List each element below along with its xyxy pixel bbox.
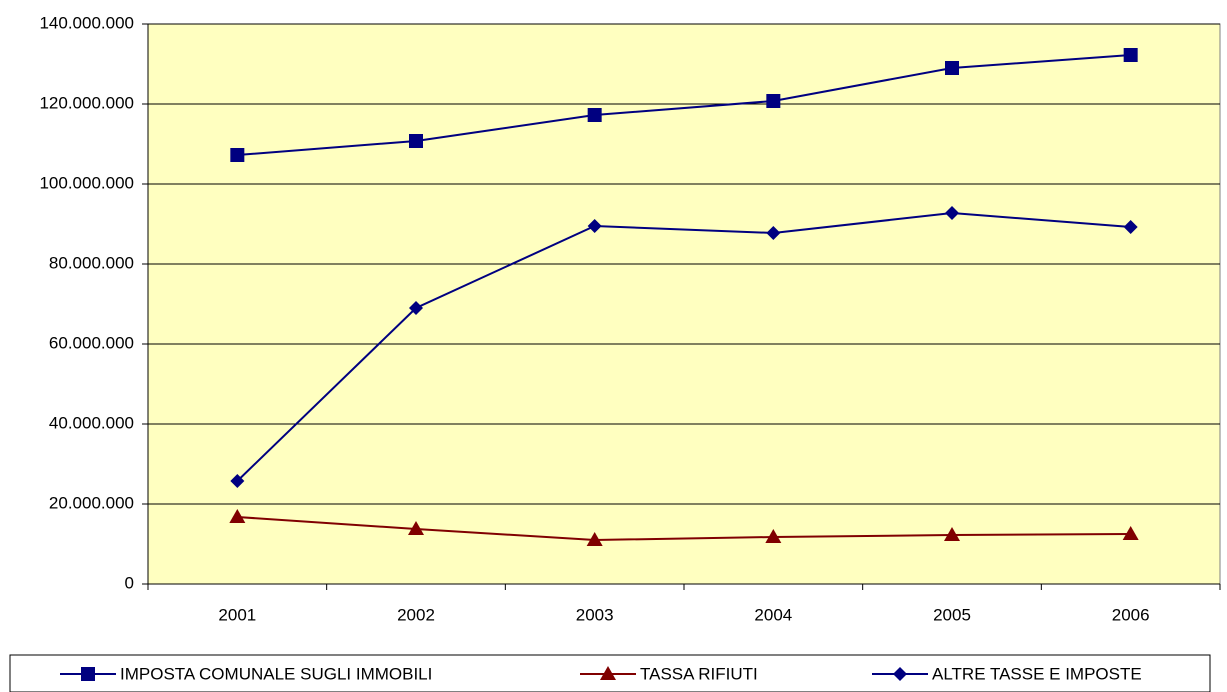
marker (766, 226, 781, 240)
marker (1123, 48, 1138, 62)
legend-label: IMPOSTA COMUNALE SUGLI IMMOBILI (120, 664, 432, 683)
legend-label: ALTRE TASSE E IMPOSTE (932, 664, 1142, 683)
marker (766, 94, 781, 108)
x-tick-label: 2004 (754, 605, 792, 624)
y-tick-label: 140.000.000 (39, 13, 134, 32)
x-tick-label: 2001 (218, 605, 256, 624)
plot-area (147, 23, 1221, 585)
marker (230, 474, 245, 488)
marker (587, 219, 602, 233)
x-tick-label: 2002 (397, 605, 435, 624)
marker (587, 108, 602, 122)
marker (945, 206, 959, 220)
x-tick-label: 2005 (933, 605, 971, 624)
marker (600, 666, 616, 680)
y-tick-label: 100.000.000 (39, 173, 134, 192)
marker (409, 301, 423, 315)
marker (81, 667, 95, 681)
marker (893, 667, 907, 681)
marker (409, 134, 423, 148)
y-tick-label: 60.000.000 (49, 333, 134, 352)
marker (945, 61, 959, 75)
marker (586, 532, 603, 546)
series-line (237, 516, 1131, 542)
marker (230, 148, 245, 162)
x-tick-label: 2006 (1112, 605, 1150, 624)
marker (765, 529, 782, 543)
y-tick-label: 20.000.000 (49, 493, 134, 512)
y-tick-label: 120.000.000 (39, 93, 134, 112)
legend-label: TASSA RIFIUTI (640, 664, 758, 683)
y-tick-label: 80.000.000 (49, 253, 134, 272)
y-tick-label: 40.000.000 (49, 413, 134, 432)
marker (229, 509, 246, 523)
marker (1122, 526, 1139, 540)
marker (1123, 220, 1138, 234)
series-line (237, 54, 1131, 156)
series-line (236, 211, 1131, 482)
x-tick-label: 2003 (576, 605, 614, 624)
marker (408, 521, 424, 535)
marker (944, 527, 960, 541)
y-tick-label: 0 (125, 573, 134, 592)
